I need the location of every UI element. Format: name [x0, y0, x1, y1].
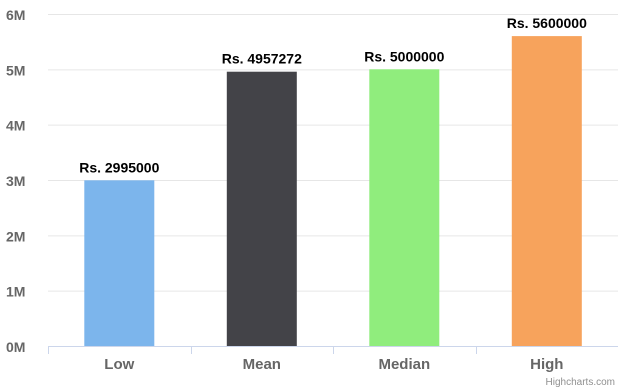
y-tick-label: 5M [6, 62, 25, 78]
data-label: Rs. 5000000 [364, 48, 444, 64]
bar-median[interactable] [369, 69, 440, 347]
x-tick-label: Median [378, 356, 430, 373]
y-axis-ticks: 0M 1M 2M 3M 4M 5M 6M [6, 7, 25, 355]
data-labels: Rs. 2995000 Rs. 4957272 Rs. 5000000 Rs. 560… [79, 15, 587, 175]
bars [84, 36, 582, 347]
y-tick-label: 6M [6, 7, 25, 23]
data-label: Rs. 4957272 [222, 51, 302, 67]
credits-link[interactable]: Highcharts.com [545, 377, 615, 388]
bar-low[interactable] [84, 180, 155, 346]
y-tick-label: 4M [6, 118, 25, 134]
y-tick-label: 0M [6, 339, 25, 355]
y-tick-label: 1M [6, 284, 25, 300]
data-label: Rs. 2995000 [79, 159, 159, 175]
x-tick-label: Low [104, 356, 134, 373]
bar-high[interactable] [511, 36, 582, 346]
y-tick-label: 2M [6, 228, 25, 244]
bar-mean[interactable] [226, 71, 297, 346]
data-label: Rs. 5600000 [507, 15, 587, 31]
x-tick-label: High [530, 356, 563, 373]
x-axis: Low Mean Median High [48, 346, 618, 373]
y-tick-label: 3M [6, 173, 25, 189]
x-tick-label: Mean [243, 356, 281, 373]
